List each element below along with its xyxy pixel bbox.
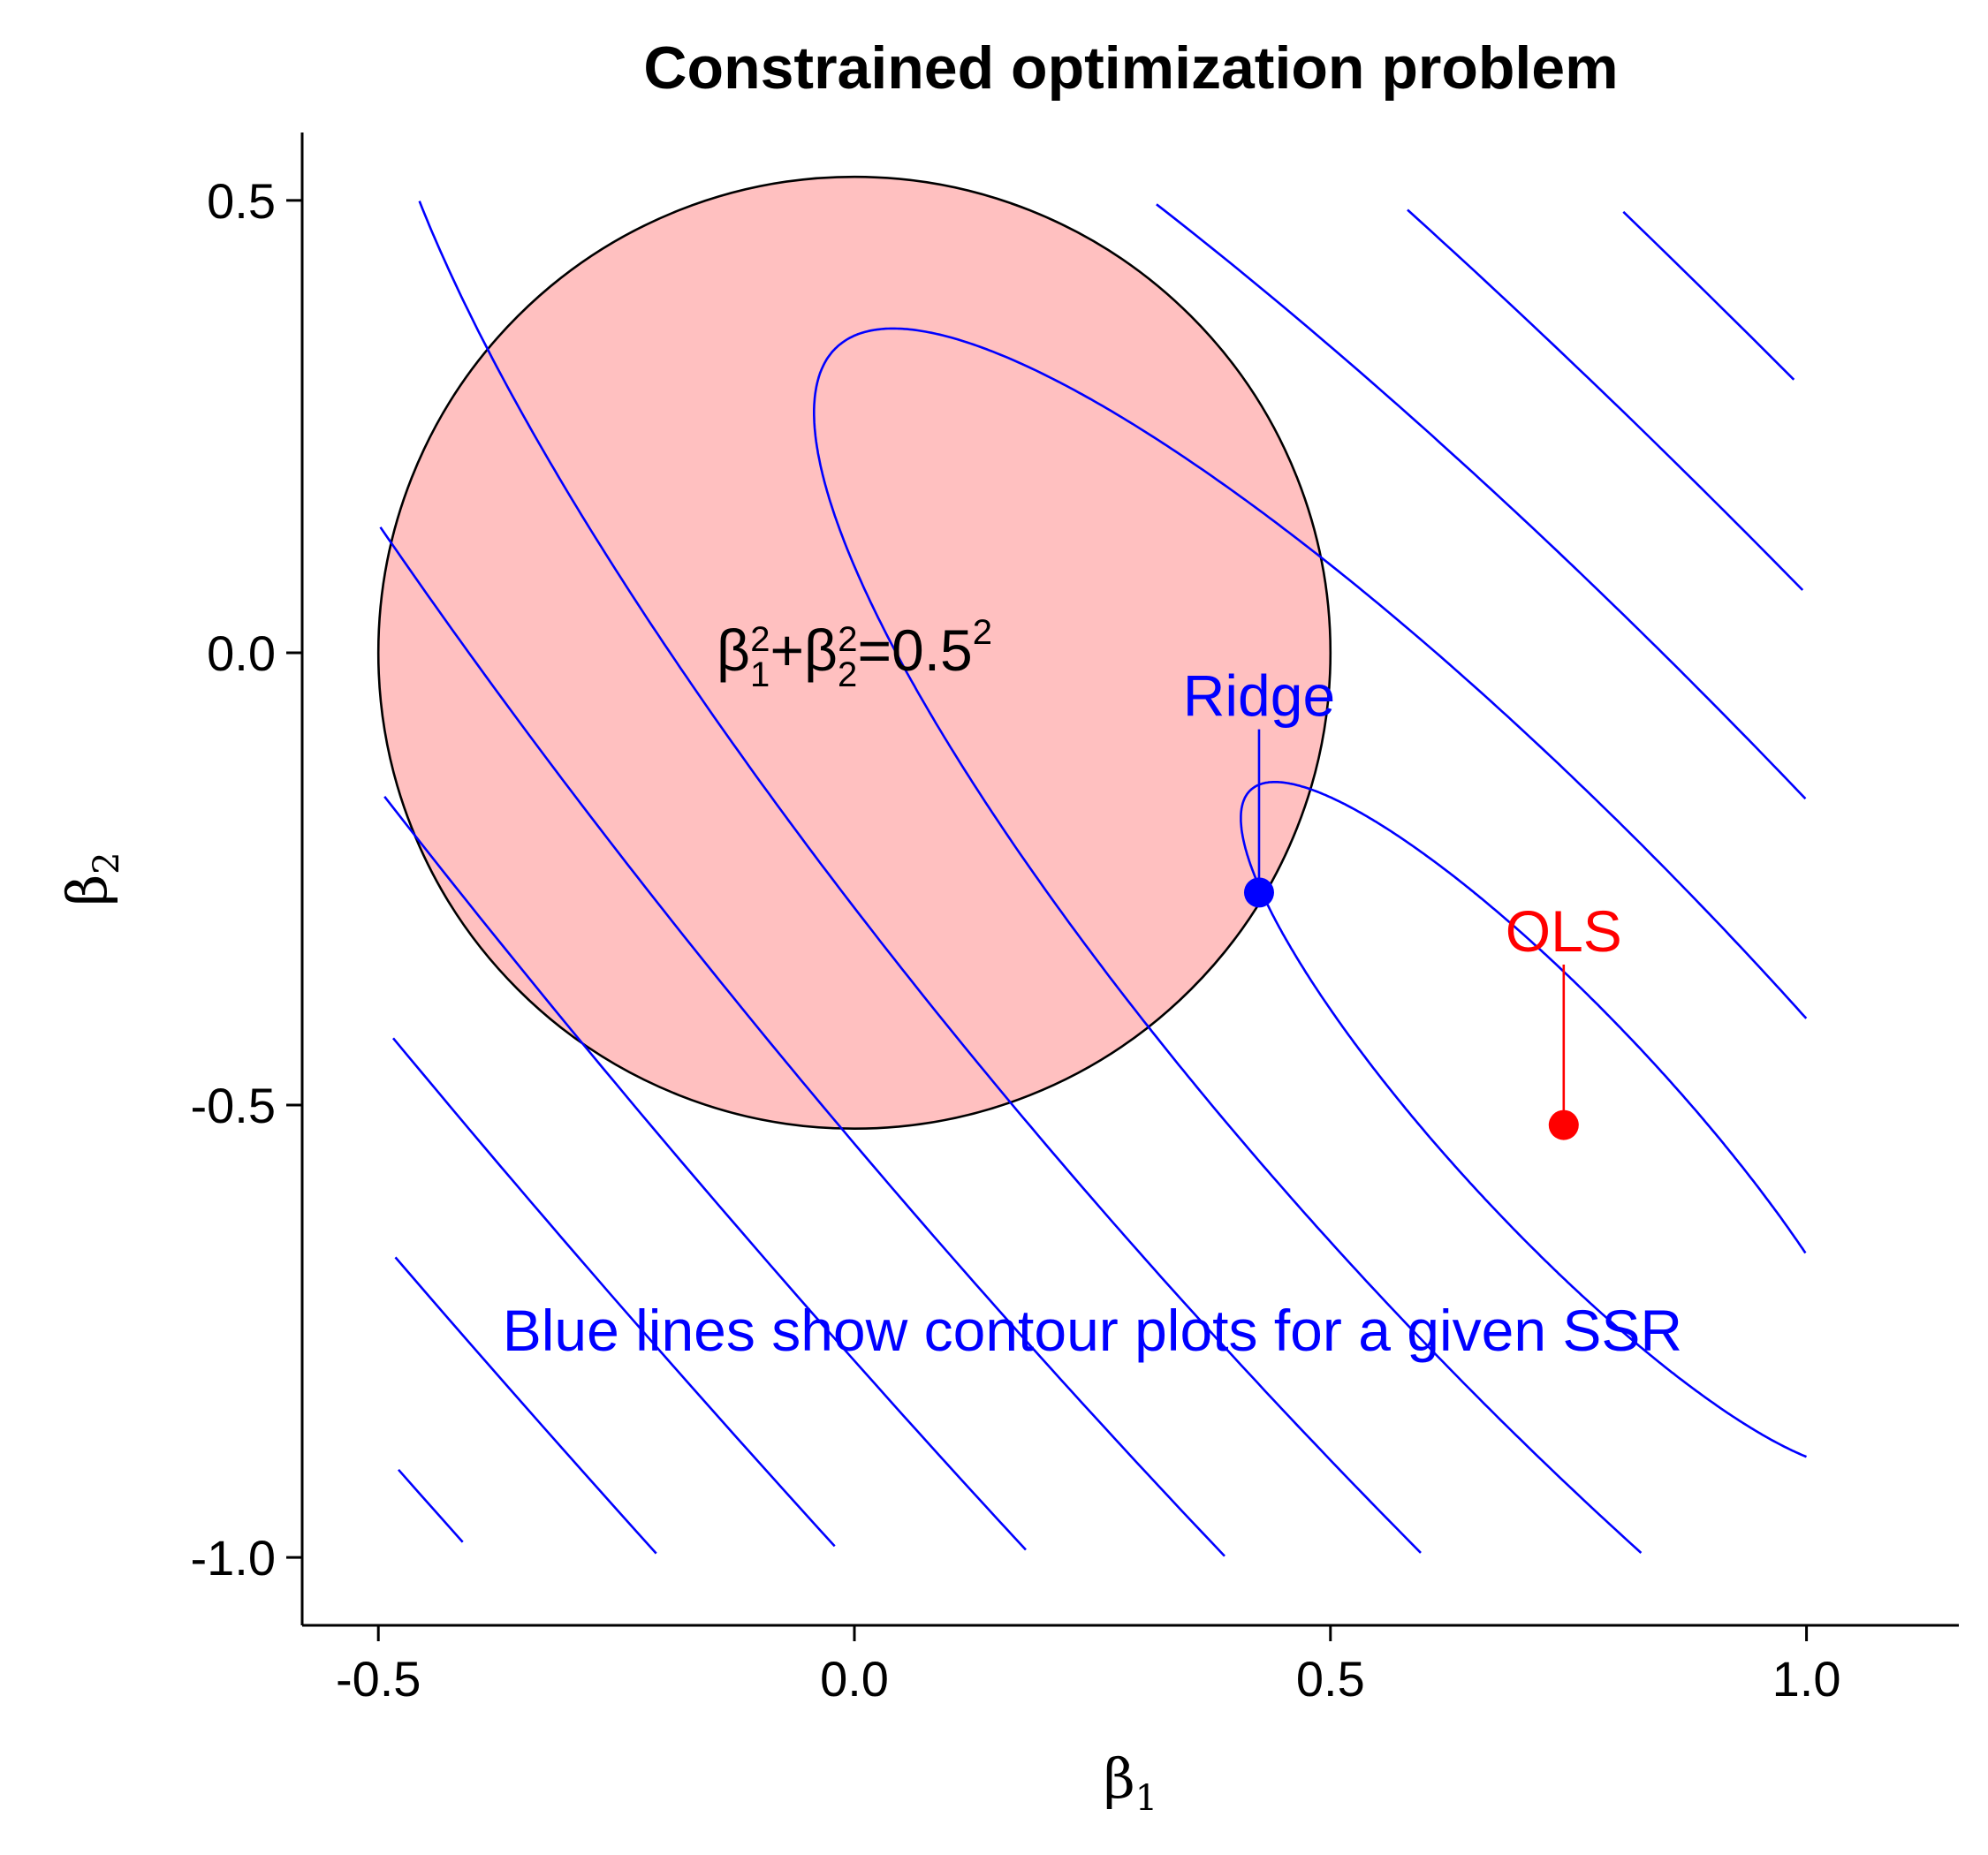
y-axis-title: β2: [55, 852, 127, 905]
x-axis-title: β1: [1104, 1746, 1157, 1819]
ssr-contour-line: [394, 1256, 657, 1555]
x-axis-ticks: -0.5 0.0 0.5 1.0: [336, 1625, 1841, 1707]
ssr-contour-line: [813, 327, 1808, 1554]
ssr-contour-line: [1240, 781, 1807, 1458]
ols-point: [1548, 1109, 1579, 1140]
ssr-contour-line: [1156, 203, 1807, 800]
x-tick-label: -0.5: [336, 1651, 421, 1707]
solution-points: Ridge OLS: [1183, 663, 1622, 1140]
ssr-contour-line: [379, 526, 1225, 1557]
ridge-point: [1243, 877, 1274, 908]
plot-area: [376, 175, 1808, 1557]
y-tick-label: -0.5: [191, 1078, 277, 1133]
ssr-contour-line: [418, 201, 1422, 1554]
y-tick-label: 0.0: [207, 625, 276, 681]
y-axis-ticks: -1.0 -0.5 0.0 0.5: [191, 173, 302, 1586]
ssr-contour-line: [398, 1468, 464, 1543]
contour-annotation: Blue lines show contour plots for a give…: [503, 1298, 1682, 1363]
ssr-contour-line: [1407, 208, 1804, 591]
x-tick-label: 0.5: [1296, 1651, 1365, 1707]
x-tick-label: 1.0: [1772, 1651, 1841, 1707]
ssr-contour-line: [391, 1037, 836, 1548]
y-tick-label: -1.0: [191, 1530, 277, 1586]
ridge-label: Ridge: [1183, 663, 1335, 729]
chart-title: Constrained optimization problem: [643, 34, 1618, 102]
ssr-contours: [379, 201, 1808, 1557]
ols-label: OLS: [1506, 898, 1622, 964]
constraint-disk: [376, 175, 1332, 1131]
y-tick-label: 0.5: [207, 173, 276, 229]
constraint-equation: β12+β22=0.52: [717, 613, 992, 694]
ssr-contour-line: [1622, 210, 1795, 381]
x-tick-label: 0.0: [820, 1651, 889, 1707]
ssr-contour-line: [383, 795, 1027, 1551]
